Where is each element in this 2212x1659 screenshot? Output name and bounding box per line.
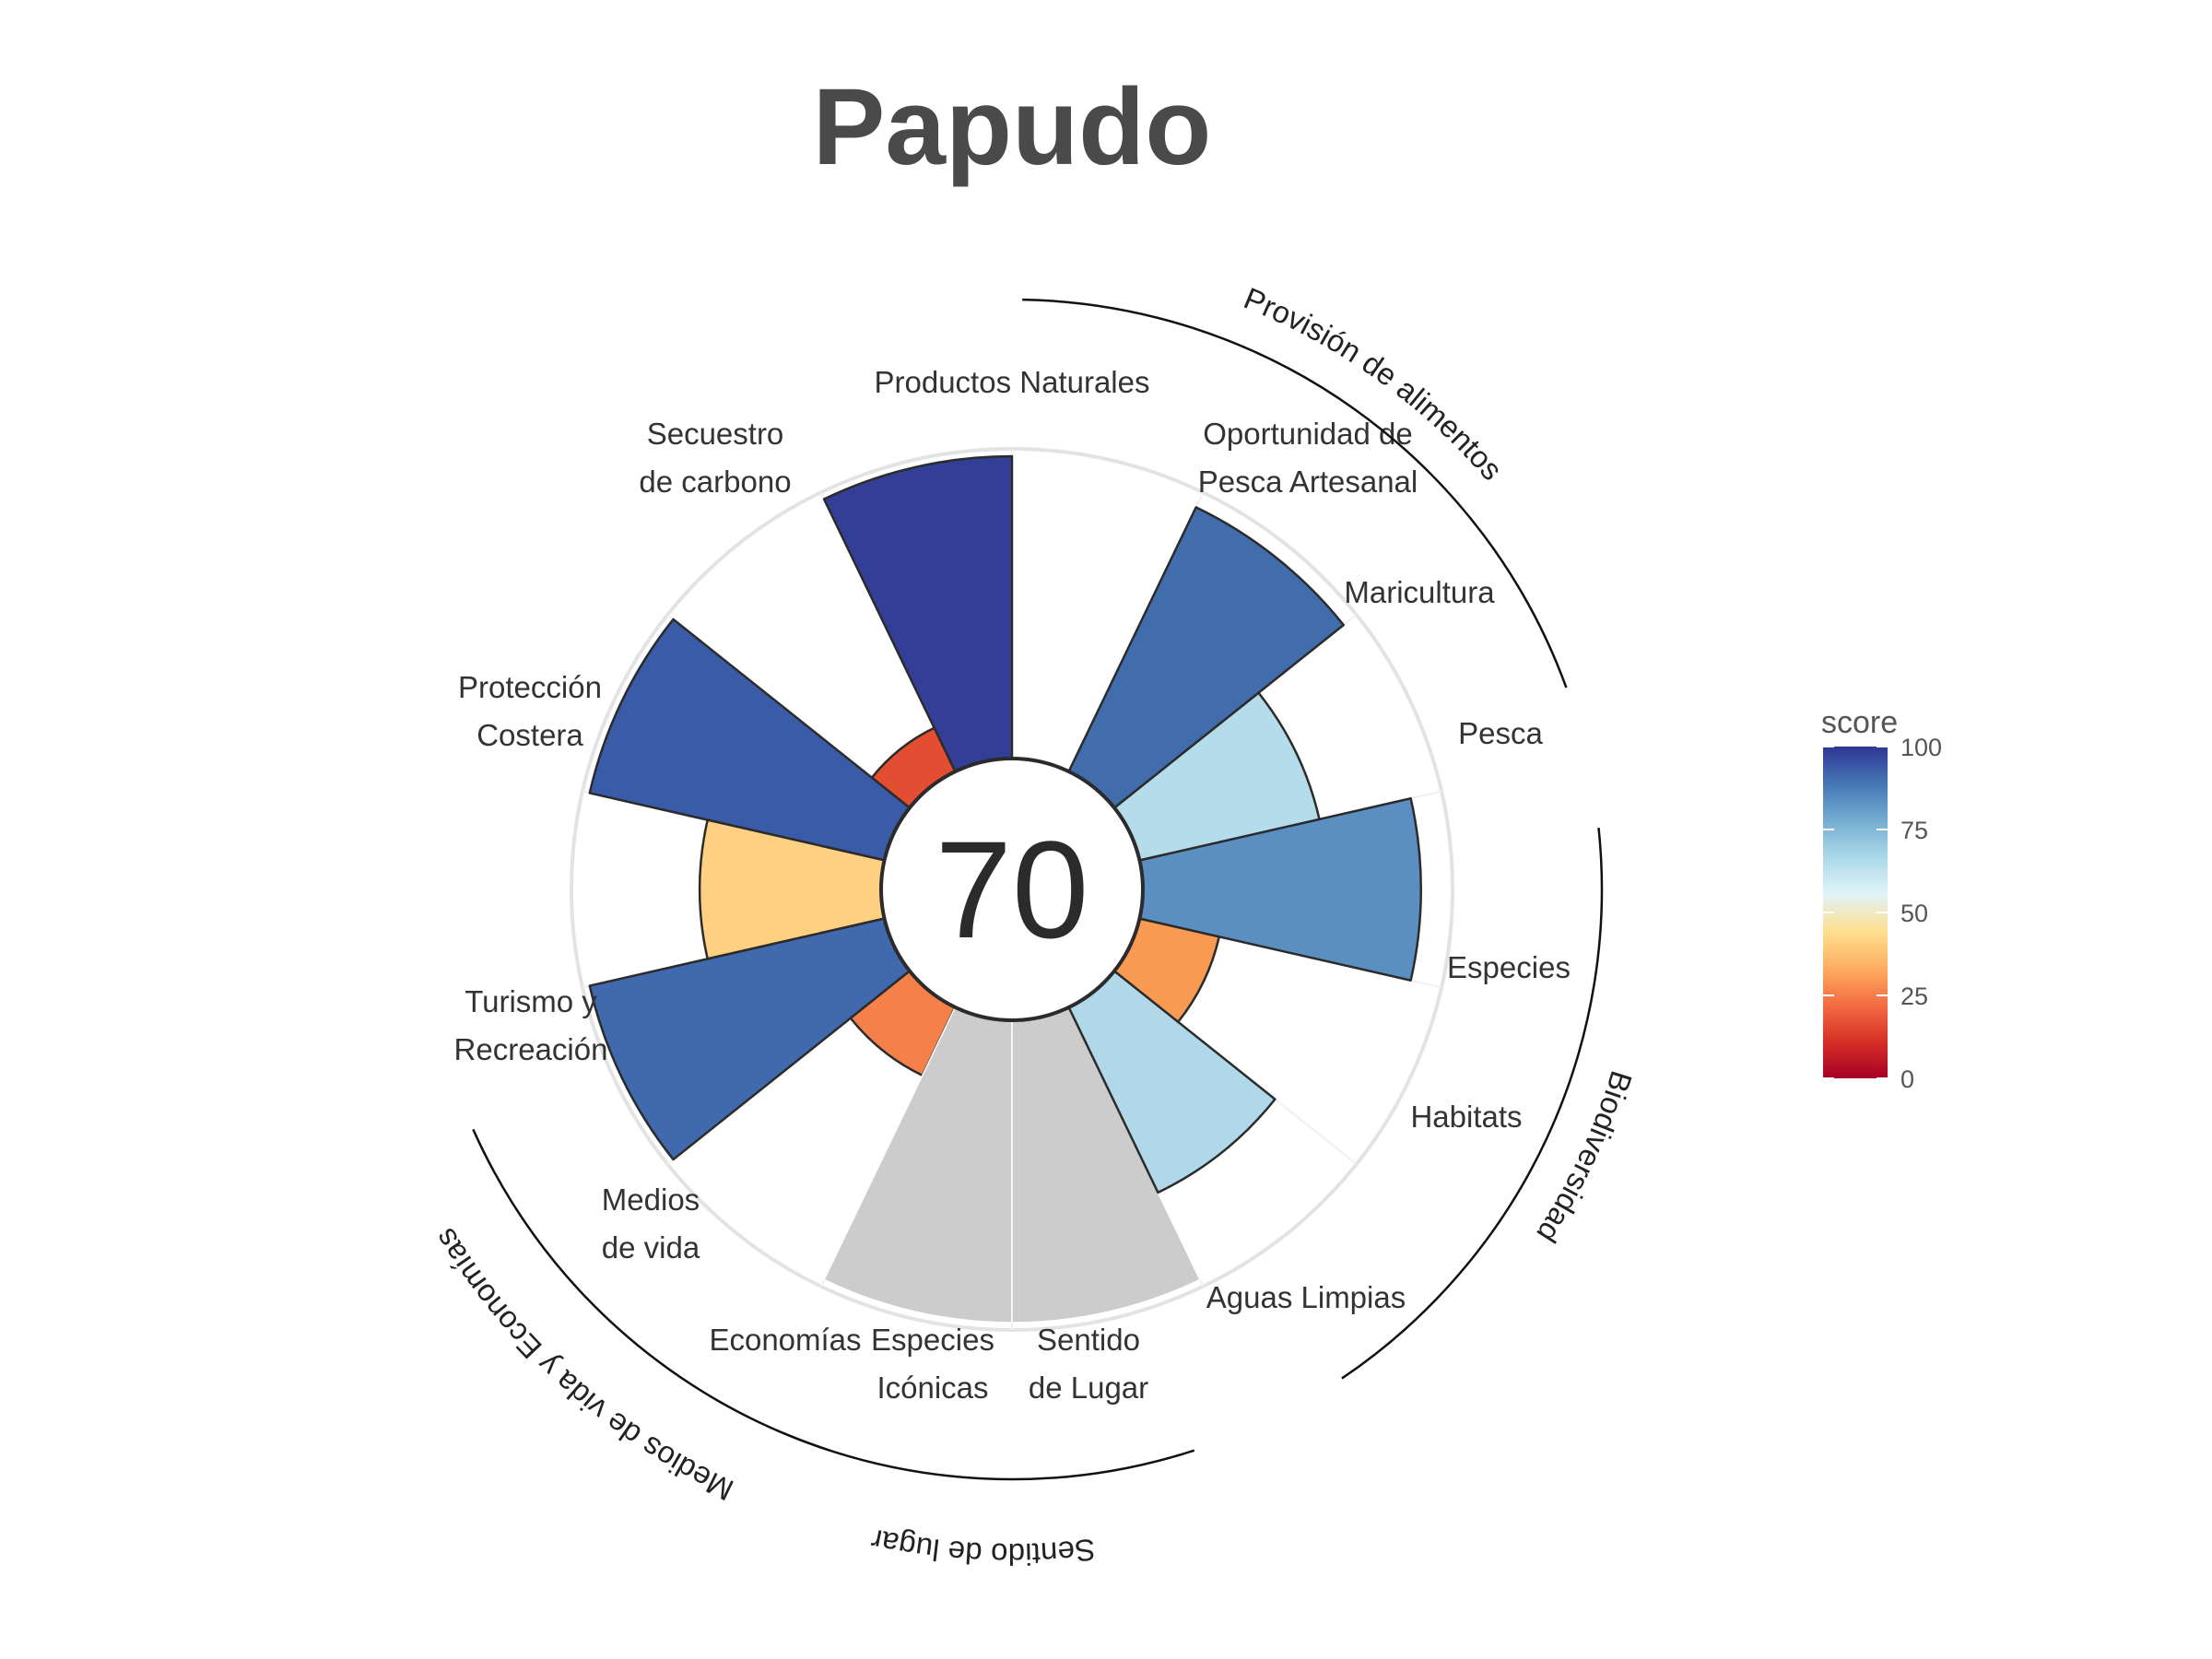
- goal-label: Especies Icónicas: [871, 1323, 994, 1405]
- chart-title: Papudo: [813, 66, 1212, 188]
- group-label: Provisión de alimentos: [1240, 281, 1510, 487]
- goal-label-line: Oportunidad de: [1203, 417, 1413, 451]
- goal-label: Aguas Limpias: [1206, 1280, 1406, 1314]
- goal-label-line: Turismo y: [465, 984, 597, 1018]
- legend-tick-label: 0: [1900, 1065, 1914, 1093]
- group-label-path: Sentido de lugar: [868, 1523, 1098, 1571]
- goal-label: Medios de vida: [602, 1182, 700, 1265]
- group-label: Biodiversidad: [1530, 1067, 1639, 1249]
- goal-label-line: Productos Naturales: [875, 365, 1150, 399]
- goal-label: Turismo y Recreación: [454, 984, 608, 1066]
- goal-label: Sentido de Lugar: [1029, 1323, 1148, 1405]
- group-label-path: Provisión de alimentos: [1240, 281, 1510, 487]
- center-score: 70: [935, 812, 1089, 967]
- legend-tick-label: 25: [1900, 982, 1928, 1010]
- goal-label: Habitats: [1410, 1100, 1522, 1134]
- group-arc: [781, 1430, 1195, 1481]
- goal-label-line: Medios: [602, 1182, 700, 1217]
- goal-label-line: de carbono: [639, 465, 791, 499]
- goal-label: Productos Naturales: [875, 365, 1150, 399]
- goal-label-line: de vida: [602, 1230, 700, 1265]
- group-arc: [1341, 827, 1604, 1380]
- goal-label: Secuestro de carbono: [639, 417, 791, 499]
- goal-label-line: Costera: [477, 718, 583, 752]
- plot-area: 70 Pesca Maricultura Productos Naturales Sec…: [428, 281, 1640, 1572]
- legend-tick-label: 75: [1900, 817, 1928, 844]
- goal-label-line: Especies: [871, 1323, 994, 1357]
- goal-label: Pesca: [1458, 716, 1543, 750]
- center-circle: [879, 757, 1145, 1022]
- group-label-path: Medios de vida y Economías: [428, 1223, 739, 1508]
- goal-label: Economías: [709, 1323, 861, 1357]
- group-label-path: Biodiversidad: [1530, 1067, 1639, 1249]
- legend-tick-label: 100: [1900, 734, 1942, 761]
- goal-label: Oportunidad de Pesca Artesanal: [1198, 417, 1418, 499]
- goal-label-line: Especies: [1447, 950, 1571, 984]
- goal-label-line: Sentido: [1037, 1323, 1140, 1357]
- goal-label-line: Maricultura: [1344, 575, 1495, 609]
- goal-label-line: Aguas Limpias: [1206, 1280, 1406, 1314]
- goal-label-line: Pesca: [1458, 716, 1543, 750]
- goal-label-line: Icónicas: [877, 1371, 988, 1405]
- group-label: Sentido de lugar: [868, 1523, 1098, 1571]
- group-arc: [472, 1128, 830, 1452]
- score-legend: score 0 25 50 75 100: [1821, 705, 1942, 1093]
- group-label: Medios de vida y Economías: [428, 1223, 739, 1508]
- goal-label-line: Economías: [709, 1323, 861, 1357]
- goal-label: Maricultura: [1344, 575, 1495, 609]
- goal-label-line: de Lugar: [1029, 1371, 1148, 1405]
- group-arc: [1022, 298, 1568, 688]
- goal-label: Protección Costera: [458, 670, 602, 752]
- legend-title: score: [1821, 705, 1898, 740]
- goal-label-line: Habitats: [1410, 1100, 1522, 1134]
- goal-label-line: Pesca Artesanal: [1198, 465, 1418, 499]
- goal-label-line: Recreación: [454, 1032, 608, 1066]
- petal-bar: [822, 454, 1014, 773]
- goal-label: Especies: [1447, 950, 1571, 984]
- legend-tick-label: 50: [1900, 900, 1928, 927]
- goal-label-line: Protección: [458, 670, 602, 704]
- goal-label-line: Secuestro: [647, 417, 784, 451]
